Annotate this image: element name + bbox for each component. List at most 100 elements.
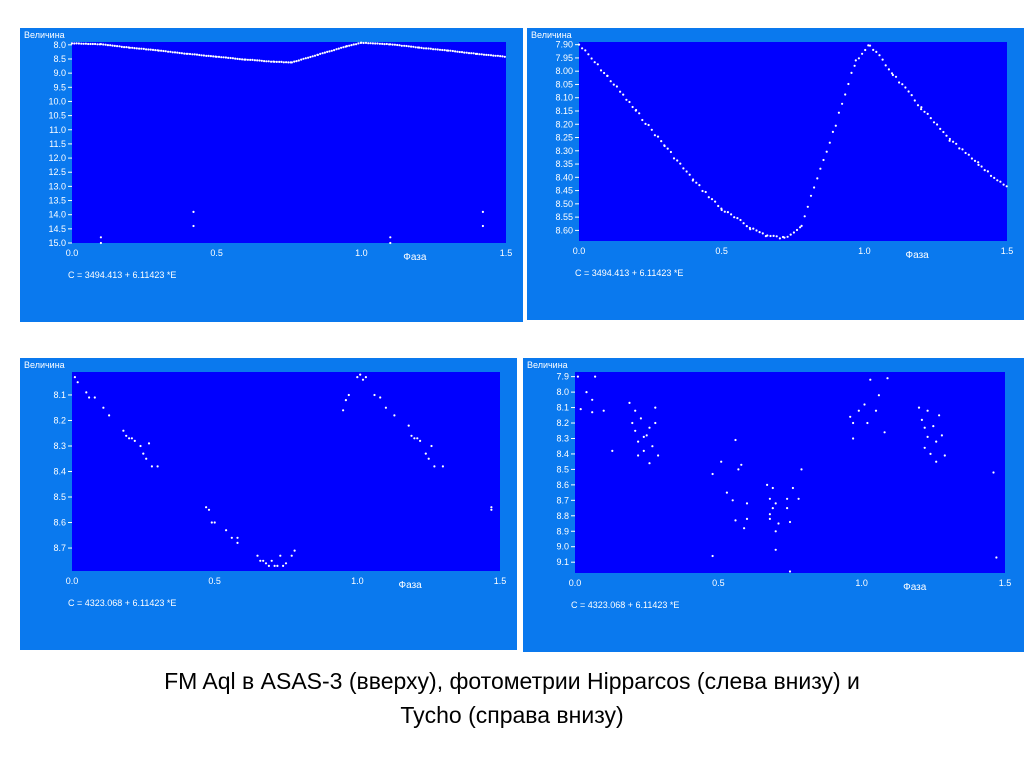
data-point bbox=[480, 53, 483, 56]
data-point bbox=[591, 411, 594, 414]
data-point bbox=[297, 59, 300, 62]
data-point bbox=[321, 52, 324, 55]
data-point bbox=[806, 205, 809, 208]
data-point bbox=[231, 57, 234, 60]
data-point bbox=[230, 536, 233, 539]
data-point bbox=[210, 521, 213, 524]
data-point bbox=[768, 497, 771, 500]
data-point bbox=[456, 50, 459, 53]
data-point bbox=[743, 527, 746, 530]
data-point bbox=[470, 52, 473, 55]
data-point bbox=[920, 106, 923, 109]
data-point bbox=[490, 506, 493, 509]
y-tick-label: 8.5 bbox=[53, 492, 66, 502]
data-point bbox=[654, 406, 657, 409]
data-point bbox=[357, 42, 360, 45]
data-point bbox=[857, 409, 860, 412]
data-point bbox=[348, 44, 351, 47]
data-point bbox=[270, 60, 273, 63]
data-point bbox=[866, 421, 869, 425]
data-point bbox=[768, 517, 771, 520]
data-point bbox=[772, 234, 775, 237]
data-point bbox=[631, 421, 634, 425]
data-point bbox=[698, 184, 701, 187]
data-point bbox=[619, 90, 622, 93]
ephemeris-equation: C = 3494.413 + 6.11423 *E bbox=[68, 270, 176, 280]
data-point bbox=[501, 55, 504, 58]
data-point bbox=[819, 167, 822, 170]
data-point bbox=[273, 564, 276, 567]
data-point bbox=[783, 236, 786, 239]
data-point bbox=[489, 54, 493, 57]
data-point bbox=[1002, 183, 1005, 186]
data-point bbox=[188, 52, 192, 56]
y-tick-label: 8.55 bbox=[555, 212, 573, 222]
data-point bbox=[429, 47, 432, 50]
data-point bbox=[478, 53, 481, 56]
data-point bbox=[364, 376, 367, 379]
data-point bbox=[311, 55, 314, 58]
data-point bbox=[707, 196, 710, 199]
data-point bbox=[602, 409, 605, 412]
data-point bbox=[345, 45, 348, 48]
data-point bbox=[284, 562, 288, 565]
y-tick-label: 13.0 bbox=[48, 181, 66, 191]
data-point bbox=[265, 60, 268, 63]
data-point bbox=[730, 213, 733, 216]
data-point bbox=[761, 232, 764, 235]
y-tick-label: 8.2 bbox=[53, 415, 66, 425]
panel-asas3-zoom: Величина 7.90 7.95 8.00 8.05 8.10 8.15 8.20 8.25… bbox=[527, 28, 1024, 320]
data-point bbox=[591, 398, 594, 401]
data-point bbox=[234, 57, 237, 60]
data-point bbox=[118, 45, 121, 48]
x-tick-label: 1.5 bbox=[494, 576, 507, 586]
data-point bbox=[828, 141, 831, 144]
data-point bbox=[192, 224, 195, 228]
data-point bbox=[650, 128, 653, 131]
data-point bbox=[75, 42, 78, 45]
data-point bbox=[202, 54, 205, 57]
data-point bbox=[967, 153, 970, 156]
y-tick-label: 8.40 bbox=[555, 172, 573, 182]
data-point bbox=[309, 55, 312, 59]
data-point bbox=[160, 49, 163, 52]
data-point bbox=[156, 465, 159, 468]
data-point bbox=[85, 391, 88, 394]
data-point bbox=[205, 506, 208, 509]
y-axis-label: Величина bbox=[531, 30, 572, 40]
y-tick-label: 8.35 bbox=[555, 159, 573, 169]
data-point bbox=[857, 57, 860, 60]
data-point bbox=[290, 61, 293, 64]
data-point bbox=[213, 521, 216, 524]
y-tick-label: 7.9 bbox=[556, 372, 569, 382]
data-point bbox=[977, 161, 980, 164]
data-point bbox=[102, 43, 105, 46]
y-tick-label: 7.90 bbox=[555, 40, 573, 50]
data-point bbox=[87, 42, 90, 46]
y-tick-label: 14.0 bbox=[48, 210, 66, 220]
data-point bbox=[154, 49, 157, 52]
data-point bbox=[116, 45, 119, 48]
y-tick-label: 11.0 bbox=[49, 125, 66, 135]
y-tick-label: 8.45 bbox=[555, 186, 573, 196]
data-point bbox=[878, 54, 881, 57]
data-point bbox=[379, 396, 382, 399]
data-point bbox=[120, 45, 123, 48]
data-point bbox=[142, 47, 145, 50]
y-axis-label: Величина bbox=[24, 360, 65, 370]
data-point bbox=[642, 435, 645, 438]
data-point bbox=[742, 222, 745, 225]
data-point bbox=[926, 112, 929, 115]
data-point bbox=[989, 174, 993, 177]
y-tick-label: 8.8 bbox=[556, 511, 569, 521]
data-point bbox=[904, 86, 907, 89]
data-point bbox=[171, 51, 174, 54]
y-tick-label: 7.95 bbox=[555, 53, 573, 63]
data-point bbox=[307, 56, 310, 59]
data-point bbox=[774, 502, 777, 505]
data-point bbox=[258, 59, 261, 62]
data-point bbox=[771, 507, 774, 510]
data-point bbox=[884, 64, 887, 67]
data-point bbox=[361, 378, 365, 381]
